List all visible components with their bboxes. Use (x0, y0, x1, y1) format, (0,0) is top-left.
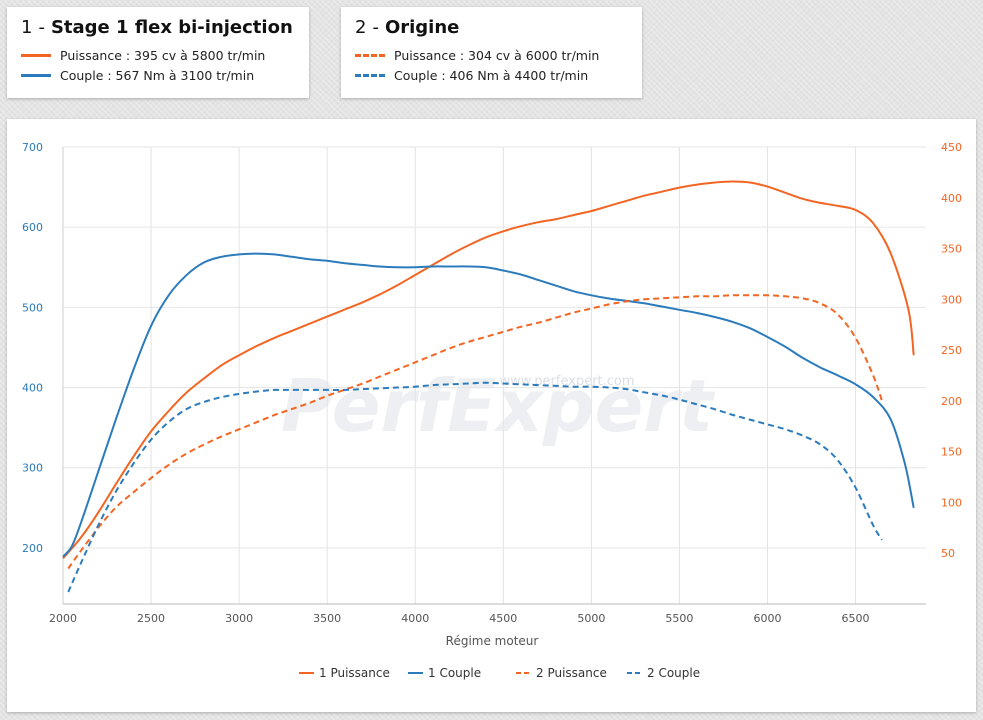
legend-card-1-title: 1- Stage 1 flex bi-injection (21, 17, 293, 38)
x-tick-label: 6500 (842, 612, 870, 625)
legend-item-2[interactable]: 1 Couple (408, 666, 481, 680)
legend-card-2-row-power: Puissance : 304 cv à 6000 tr/min (355, 47, 599, 63)
legend-card-2-power-label: Puissance : 304 cv à 6000 tr/min (394, 47, 600, 63)
y-right-tick-label: 450 (941, 141, 962, 154)
legend-item-label: 1 Puissance (319, 666, 390, 680)
legend-card-2-name: Origine (384, 17, 460, 38)
x-tick-label: 2000 (49, 612, 77, 625)
series-lines (62, 180, 915, 593)
x-tick-label: 5500 (665, 612, 693, 625)
x-tick-label: 2500 (137, 612, 165, 625)
legend-card-2: 2- Origine Puissance : 304 cv à 6000 tr/m… (341, 7, 642, 98)
x-tick-label: 4500 (489, 612, 517, 625)
legend-item-label: 2 Couple (647, 666, 700, 680)
y-right-tick-label: 300 (941, 293, 962, 306)
y-right-axis-ticks: 50 100 150 200 250 300 350 400 450 (941, 141, 962, 560)
dyno-chart: PerfExpert www.perfexpert.com 2000 2500 30… (22, 141, 962, 680)
y-right-tick-label: 250 (941, 344, 962, 357)
x-tick-label: 5000 (577, 612, 605, 625)
legend-line-swatch (21, 53, 51, 57)
legend-card-1-number: 1 (21, 17, 33, 38)
legend-card-2-separator: - (372, 17, 379, 38)
y-left-tick-label: 700 (22, 141, 43, 154)
y-right-tick-label: 350 (941, 243, 962, 256)
legend-line-swatch (355, 73, 385, 77)
legend-item-3[interactable]: 2 Puissance (516, 666, 607, 680)
legend-card-1-row-torque: Couple : 567 Nm à 3100 tr/min (21, 67, 254, 83)
y-right-tick-label: 50 (941, 547, 955, 560)
watermark: PerfExpert www.perfexpert.com (281, 364, 716, 448)
legend-item-label: 2 Puissance (536, 666, 607, 680)
legend-card-1-power-label: Puissance : 395 cv à 5800 tr/min (60, 47, 266, 63)
x-axis-title: Régime moteur (446, 634, 539, 648)
series-line-1 (62, 180, 915, 559)
y-left-tick-label: 200 (22, 542, 43, 555)
legend-card-2-number: 2 (355, 17, 367, 38)
y-left-tick-label: 400 (22, 382, 43, 395)
y-right-tick-label: 400 (941, 192, 962, 205)
legend-line-swatch (355, 53, 385, 57)
legend-card-1-separator: - (38, 17, 45, 38)
x-tick-label: 3000 (225, 612, 253, 625)
legend-card-2-torque-label: Couple : 406 Nm à 4400 tr/min (394, 67, 589, 83)
legend-item-label: 1 Couple (428, 666, 481, 680)
y-right-tick-label: 150 (941, 446, 962, 459)
chart-card: PerfExpert www.perfexpert.com 2000 2500 30… (7, 119, 976, 712)
y-left-tick-label: 300 (22, 462, 43, 475)
x-tick-label: 4000 (401, 612, 429, 625)
y-left-axis-ticks: 200 300 400 500 600 700 (22, 141, 43, 555)
legend-card-2-row-torque: Couple : 406 Nm à 4400 tr/min (355, 67, 588, 83)
chart-legend[interactable]: 1 Puissance 1 Couple 2 Puissance 2 Couple (299, 666, 700, 680)
x-tick-label: 3500 (313, 612, 341, 625)
series-line-4 (67, 381, 883, 593)
y-right-tick-label: 100 (941, 496, 962, 509)
legend-card-2-title: 2- Origine (355, 17, 459, 38)
legend-card-1-name: Stage 1 flex bi-injection (50, 17, 293, 38)
y-left-tick-label: 500 (22, 301, 43, 314)
legend-line-swatch (21, 73, 51, 77)
series-line-3 (67, 294, 883, 570)
x-axis-ticks: 2000 2500 3000 3500 4000 4500 5000 5500 6000 6500 (49, 612, 870, 625)
y-right-tick-label: 200 (941, 395, 962, 408)
legend-item-4[interactable]: 2 Couple (627, 666, 700, 680)
x-tick-label: 6000 (753, 612, 781, 625)
series-line-2 (62, 252, 915, 558)
legend-card-1: 1- Stage 1 flex bi-injection Puissance : … (7, 7, 309, 98)
y-left-tick-label: 600 (22, 221, 43, 234)
grid (62, 146, 926, 605)
legend-item-1[interactable]: 1 Puissance (299, 666, 390, 680)
legend-card-1-row-power: Puissance : 395 cv à 5800 tr/min (21, 47, 265, 63)
legend-card-1-torque-label: Couple : 567 Nm à 3100 tr/min (60, 67, 255, 83)
watermark-logo: PerfExpert (281, 364, 716, 448)
